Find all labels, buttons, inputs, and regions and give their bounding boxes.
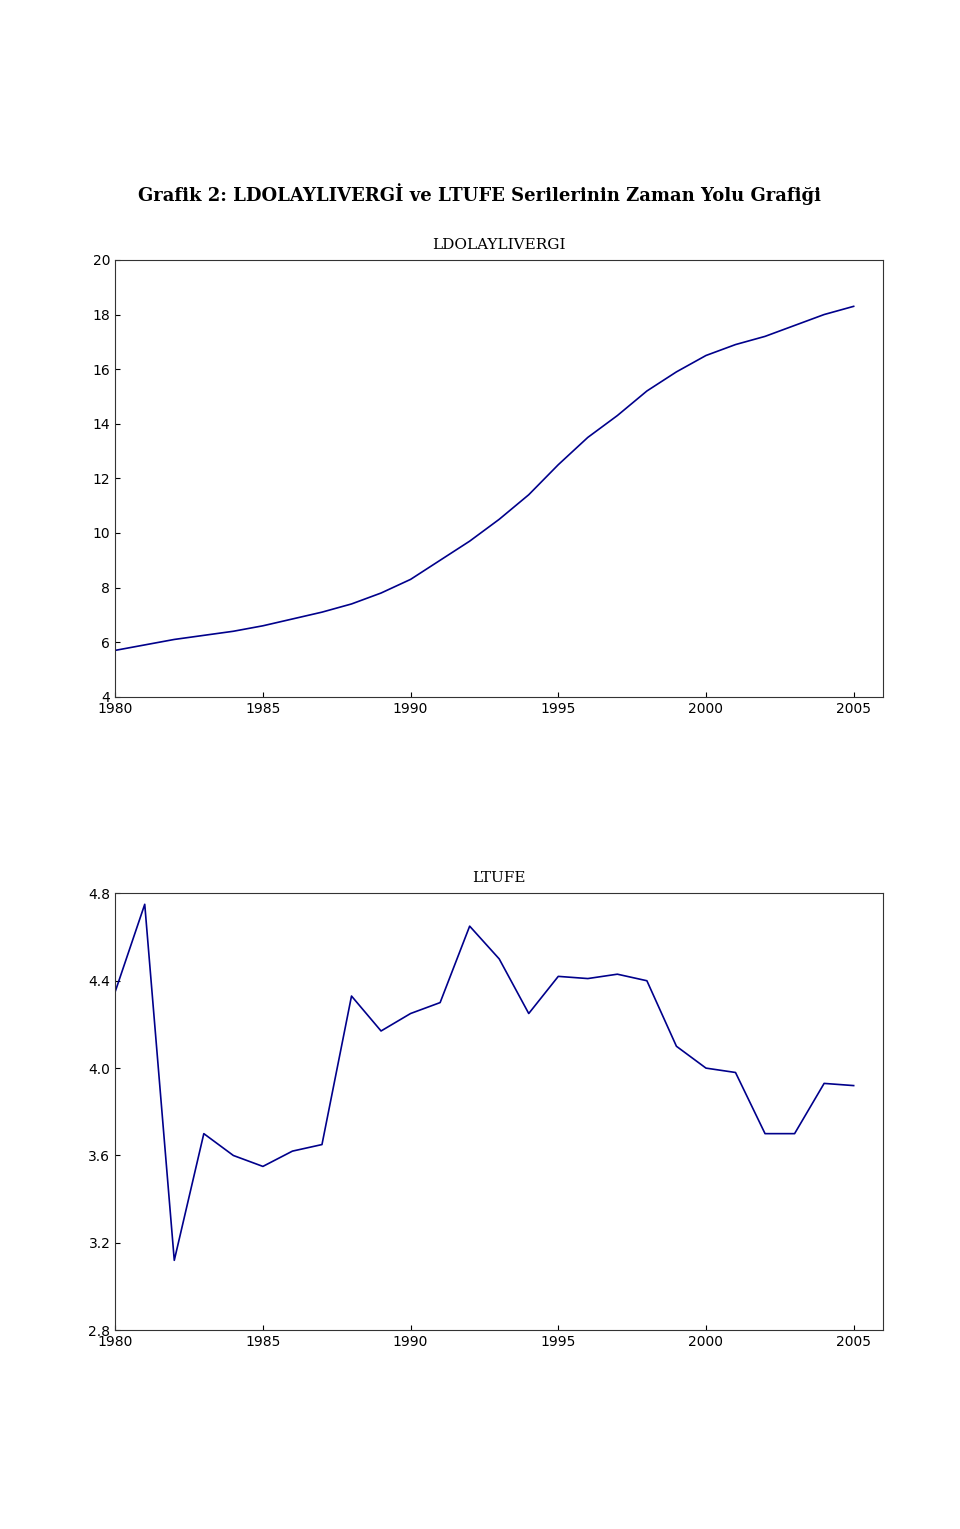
Title: LTUFE: LTUFE [472,872,526,885]
Title: LDOLAYLIVERGI: LDOLAYLIVERGI [432,239,566,252]
Text: Grafik 2: LDOLAYLIVERGİ ve LTUFE Serilerinin Zaman Yolu Grafiği: Grafik 2: LDOLAYLIVERGİ ve LTUFE Seriler… [138,183,822,205]
